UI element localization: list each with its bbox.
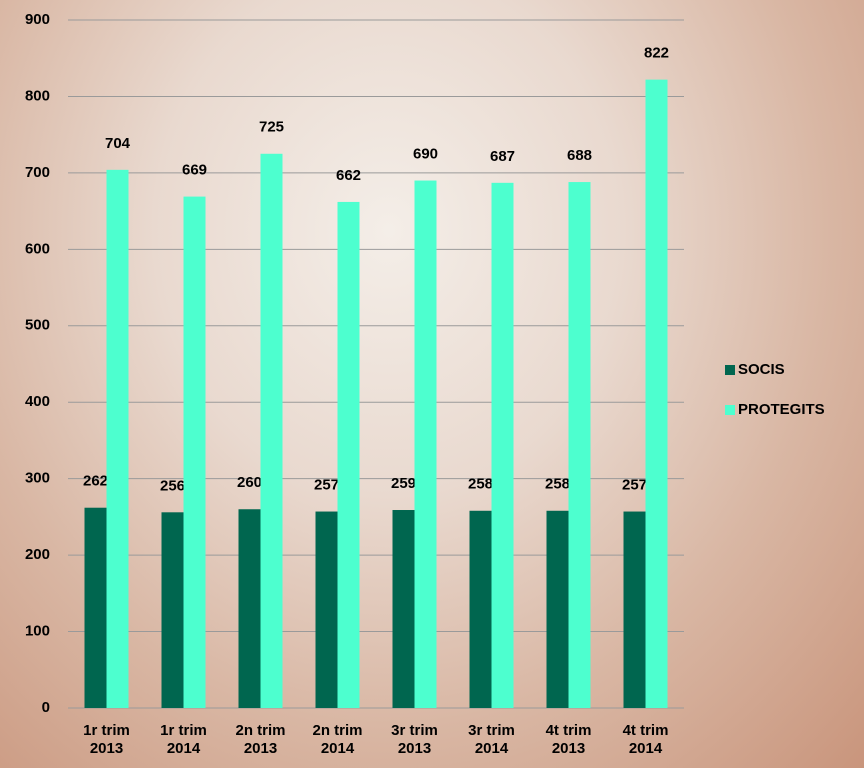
bar — [239, 509, 261, 708]
value-label: 257 — [314, 477, 339, 494]
value-label: 257 — [622, 477, 647, 494]
chart: 0 100 200 300 400 500 600 700 800 900 262 256 260 257… — [0, 0, 864, 768]
y-tick-label: 400 — [25, 393, 50, 410]
value-label: 258 — [468, 476, 493, 493]
y-tick-label: 700 — [25, 164, 50, 181]
bar — [184, 197, 206, 708]
y-tick-label: 0 — [42, 699, 50, 716]
value-label: 662 — [336, 167, 361, 184]
x-tick-label: 2n trim 2013 — [231, 722, 291, 758]
y-tick-label: 200 — [25, 546, 50, 563]
y-tick-label: 900 — [25, 11, 50, 28]
y-tick-label: 300 — [25, 470, 50, 487]
y-tick-label: 800 — [25, 87, 50, 104]
bar — [492, 183, 514, 708]
value-label: 687 — [490, 148, 515, 165]
x-tick-label: 1r trim 2014 — [154, 722, 214, 758]
value-label: 262 — [83, 473, 108, 490]
legend-label: SOCIS — [738, 361, 785, 378]
x-tick-label: 4t trim 2014 — [616, 722, 676, 758]
bar — [470, 511, 492, 708]
chart-container: 0 100 200 300 400 500 600 700 800 900 262 256 260 257… — [0, 0, 864, 768]
bar — [261, 154, 283, 708]
x-tick-label: 3r trim 2013 — [385, 722, 445, 758]
value-label: 822 — [644, 45, 669, 62]
bar — [107, 170, 129, 708]
value-label: 704 — [105, 135, 131, 152]
value-label: 690 — [413, 146, 438, 163]
bar — [547, 511, 569, 708]
y-tick-label: 600 — [25, 240, 50, 257]
value-label: 259 — [391, 475, 416, 492]
x-tick-label: 2n trim 2014 — [308, 722, 368, 758]
x-tick-label: 1r trim 2013 — [77, 722, 137, 758]
value-label: 688 — [567, 147, 592, 164]
bar — [646, 80, 668, 708]
bar — [316, 512, 338, 708]
bar — [569, 182, 591, 708]
bar — [162, 512, 184, 708]
bar — [393, 510, 415, 708]
x-tick-label: 3r trim 2014 — [462, 722, 522, 758]
legend-swatch — [725, 405, 735, 415]
y-tick-label: 100 — [25, 623, 50, 640]
value-label: 258 — [545, 476, 570, 493]
legend-label: PROTEGITS — [738, 401, 825, 418]
value-label: 669 — [182, 162, 207, 179]
bar — [85, 508, 107, 708]
bar — [415, 181, 437, 708]
y-tick-label: 500 — [25, 317, 50, 334]
value-label: 256 — [160, 477, 185, 494]
bar — [624, 512, 646, 708]
legend-swatch — [725, 365, 735, 375]
x-tick-label: 4t trim 2013 — [539, 722, 599, 758]
bar — [338, 202, 360, 708]
value-label: 725 — [259, 119, 284, 136]
value-label: 260 — [237, 474, 262, 491]
